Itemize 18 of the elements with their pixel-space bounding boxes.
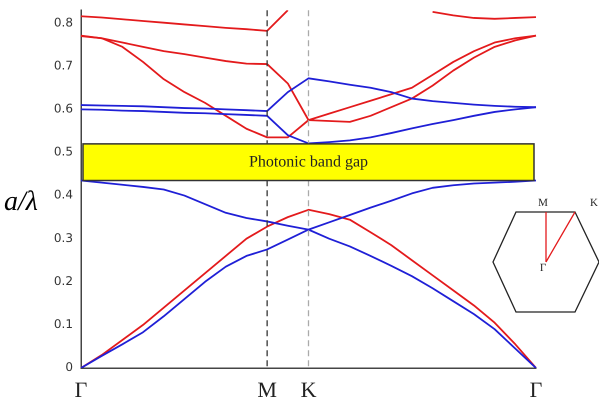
y-tick-label: 0 <box>65 360 73 374</box>
y-tick-label: 0.1 <box>54 317 73 332</box>
text: K <box>590 197 598 209</box>
x-tick-label: Γ <box>530 376 543 402</box>
band-label: Photonic band gap <box>248 153 368 170</box>
y-tick-label: 0.3 <box>54 230 73 245</box>
y-tick-label: 0.5 <box>54 144 73 159</box>
text: M <box>538 197 548 209</box>
text: Γ <box>540 262 546 274</box>
y-tick-label: 0.2 <box>54 274 73 288</box>
y-tick-label: 0.6 <box>54 101 73 116</box>
y-axis-title: a/λ <box>4 186 38 218</box>
x-tick-label: K <box>300 376 317 402</box>
y-tick-label: 0.7 <box>54 58 73 72</box>
x-tick-label: Γ <box>74 376 88 402</box>
y-tick-label: 0.4 <box>54 188 73 202</box>
y-tick-label: 0.8 <box>54 15 73 30</box>
x-tick-label: M <box>257 376 277 402</box>
